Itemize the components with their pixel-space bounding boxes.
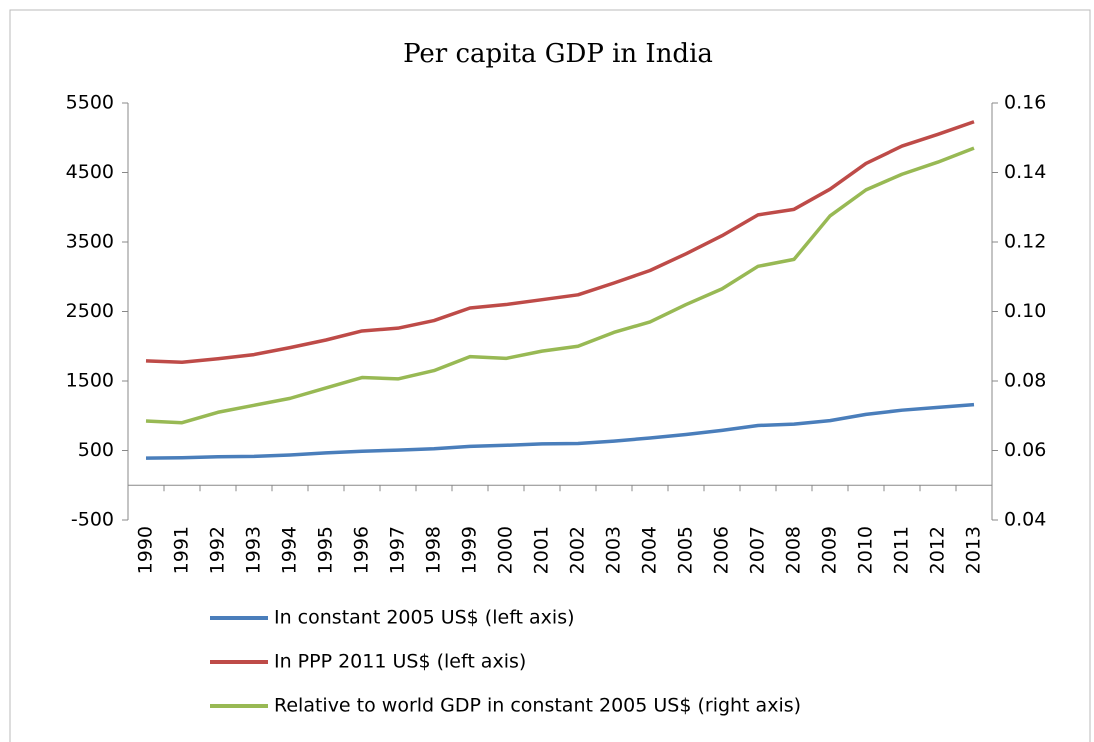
y2-tick-label: 0.10	[1004, 300, 1046, 322]
series-line	[145, 146, 975, 425]
y-tick-label: 5500	[66, 92, 114, 114]
x-tick-label: 1994	[279, 526, 301, 574]
y-tick-label: -500	[71, 509, 114, 531]
x-tick-label: 2005	[675, 526, 697, 574]
x-tick-label: 2007	[747, 526, 769, 574]
y-tick-label: 2500	[66, 300, 114, 322]
x-tick-label: 2001	[531, 526, 553, 574]
y-tick-label: 4500	[66, 161, 114, 183]
x-tick-label: 1992	[207, 526, 229, 574]
x-tick-label: 1995	[315, 526, 337, 574]
x-tick-label: 2010	[855, 526, 877, 574]
legend-label: In constant 2005 US$ (left axis)	[274, 607, 575, 629]
x-tick-label: 1991	[171, 526, 193, 574]
x-tick-label: 1996	[351, 526, 373, 574]
y2-tick-label: 0.04	[1004, 509, 1046, 531]
y2-tick-label: 0.14	[1004, 161, 1046, 183]
series-line	[145, 402, 975, 460]
x-tick-label: 1998	[423, 526, 445, 574]
x-tick-label: 1993	[243, 526, 265, 574]
x-tick-label: 1999	[459, 526, 481, 574]
y-tick-label: 3500	[66, 231, 114, 253]
x-tick-label: 2011	[891, 526, 913, 574]
chart-frame	[9, 9, 1091, 742]
legend-label: In PPP 2011 US$ (left axis)	[274, 651, 526, 673]
chart-title: Per capita GDP in India	[403, 39, 713, 69]
x-tick-label: 2004	[639, 526, 661, 574]
y2-tick-label: 0.06	[1004, 439, 1046, 461]
y-tick-label: 1500	[66, 370, 114, 392]
x-tick-label: 2013	[963, 526, 985, 574]
x-tick-label: 2000	[495, 526, 517, 574]
x-tick-label: 2008	[783, 526, 805, 574]
x-tick-label: 2009	[819, 526, 841, 574]
x-tick-label: 1997	[387, 526, 409, 574]
series-line	[145, 120, 975, 364]
y2-tick-label: 0.16	[1004, 92, 1046, 114]
x-tick-label: 2006	[711, 526, 733, 574]
x-tick-label: 1990	[135, 526, 157, 574]
x-tick-label: 2012	[927, 526, 949, 574]
x-tick-label: 2003	[603, 526, 625, 574]
y-tick-label: 500	[78, 439, 114, 461]
x-tick-label: 2002	[567, 526, 589, 574]
y2-tick-label: 0.12	[1004, 231, 1046, 253]
y2-tick-label: 0.08	[1004, 370, 1046, 392]
legend-label: Relative to world GDP in constant 2005 U…	[274, 695, 801, 717]
